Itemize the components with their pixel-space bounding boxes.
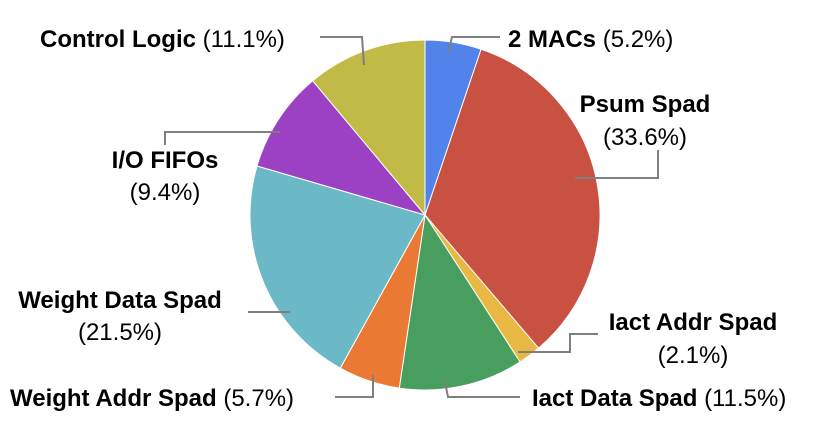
leader-line-iact-addr-spad <box>518 333 598 353</box>
leader-line-weight-addr-spad <box>335 375 374 398</box>
slice-label-text: (2.1%) <box>658 342 729 369</box>
leader-lines <box>164 36 659 398</box>
slice-label-text: 2 MACs (5.2%) <box>508 26 673 53</box>
slice-label-weight-data-spad: Weight Data Spad (21.5%) <box>18 287 222 346</box>
slice-label-2-macs: 2 MACs (5.2%) <box>508 26 673 53</box>
slice-label-psum-spad: Psum Spad (33.6%) <box>580 91 711 151</box>
slice-name: Iact Data Spad <box>532 385 697 412</box>
slice-label-text: Weight Addr Spad (5.7%) <box>10 385 294 412</box>
slice-percent: (5.7%) <box>223 385 294 412</box>
pie-slice-iact-data-spad <box>398 213 521 391</box>
slice-percent: (21.5%) <box>78 319 162 346</box>
slice-name: Weight Addr Spad <box>10 385 217 412</box>
slice-label-text: (9.4%) <box>130 179 201 206</box>
slice-name: Control Logic <box>40 26 196 53</box>
slice-percent: (33.6%) <box>603 124 687 151</box>
slice-percent: (11.5%) <box>704 385 786 412</box>
slice-label-iact-data-spad: Iact Data Spad (11.5%) <box>532 385 786 412</box>
slice-percent: (9.4%) <box>130 179 201 206</box>
pie-slices <box>249 39 601 391</box>
slice-label-control-logic: Control Logic (11.1%) <box>40 26 285 53</box>
slice-label-text: Control Logic (11.1%) <box>40 26 285 53</box>
slice-label-i-o-fifos: I/O FIFOs (9.4%) <box>112 147 219 206</box>
slice-label-text: I/O FIFOs <box>112 147 219 174</box>
slice-name: 2 MACs <box>508 26 596 53</box>
pie-slice-weight-data-spad <box>249 165 426 369</box>
leader-line-control-logic <box>320 36 365 66</box>
slice-name: I/O FIFOs <box>112 147 219 174</box>
slice-label-text: (21.5%) <box>78 319 162 346</box>
slice-name: Psum Spad <box>580 91 711 118</box>
slice-name: Iact Addr Spad <box>609 309 777 336</box>
slice-percent: (2.1%) <box>658 342 729 369</box>
leader-line-i-o-fifos <box>164 131 280 145</box>
pie-slice-i-o-fifos <box>256 80 427 216</box>
pie-slice-psum-spad <box>424 48 601 349</box>
slice-label-text: Iact Addr Spad <box>609 309 777 336</box>
slice-label-iact-addr-spad: Iact Addr Spad (2.1%) <box>609 309 777 369</box>
pie-slice-control-logic <box>311 39 426 217</box>
slice-percent: (11.1%) <box>203 26 285 53</box>
slice-label-text: Psum Spad <box>580 91 711 118</box>
slice-label-weight-addr-spad: Weight Addr Spad (5.7%) <box>10 385 294 412</box>
slice-name: Weight Data Spad <box>18 287 222 314</box>
slice-label-text: (33.6%) <box>603 124 687 151</box>
slice-labels: 2 MACs (5.2%) Psum Spad (33.6%) Iact Addr S… <box>10 26 786 412</box>
slice-label-text: Weight Data Spad <box>18 287 222 314</box>
leader-line-2-macs <box>447 36 500 54</box>
leader-line-psum-spad <box>575 150 659 179</box>
slice-label-text: Iact Data Spad (11.5%) <box>532 385 786 412</box>
leader-line-iact-data-spad <box>444 381 520 398</box>
slice-percent: (5.2%) <box>603 26 674 53</box>
